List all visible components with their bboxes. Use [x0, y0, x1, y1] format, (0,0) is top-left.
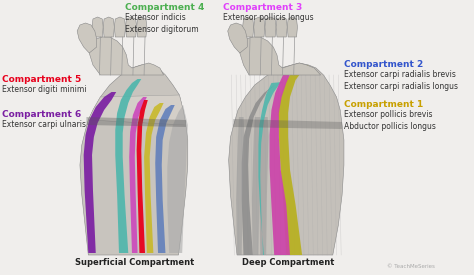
Polygon shape: [77, 23, 97, 53]
Polygon shape: [252, 117, 261, 255]
Polygon shape: [86, 117, 186, 127]
Polygon shape: [276, 17, 287, 37]
Polygon shape: [137, 100, 148, 253]
Text: © TeachMeSeries: © TeachMeSeries: [387, 264, 435, 269]
Text: Extensor digiti minimi: Extensor digiti minimi: [2, 85, 86, 94]
Polygon shape: [80, 65, 188, 255]
Polygon shape: [89, 37, 164, 75]
Polygon shape: [278, 65, 309, 255]
Polygon shape: [114, 17, 126, 37]
Polygon shape: [103, 17, 114, 37]
Polygon shape: [228, 23, 247, 53]
Polygon shape: [83, 92, 116, 253]
Polygon shape: [155, 105, 175, 253]
Text: Compartment 6: Compartment 6: [2, 110, 81, 119]
Polygon shape: [92, 17, 103, 37]
Polygon shape: [242, 85, 275, 255]
Polygon shape: [270, 65, 298, 255]
Polygon shape: [115, 79, 141, 253]
Polygon shape: [265, 17, 276, 37]
Text: Extensor carpi ulnaris: Extensor carpi ulnaris: [2, 120, 86, 129]
Text: Compartment 1: Compartment 1: [344, 100, 423, 109]
Polygon shape: [259, 117, 269, 255]
Polygon shape: [240, 37, 321, 75]
Polygon shape: [137, 17, 147, 37]
Text: Deep Compartment: Deep Compartment: [242, 258, 334, 267]
Polygon shape: [254, 17, 265, 37]
Polygon shape: [167, 105, 188, 253]
Polygon shape: [88, 95, 186, 125]
Polygon shape: [228, 63, 344, 255]
Text: Extensor pollicis longus: Extensor pollicis longus: [223, 13, 314, 22]
Text: Compartment 4: Compartment 4: [126, 3, 205, 12]
Polygon shape: [236, 117, 245, 255]
Text: Compartment 5: Compartment 5: [2, 75, 81, 84]
Polygon shape: [144, 103, 164, 253]
Text: Extensor pollicis brevis
Abductor pollicis longus: Extensor pollicis brevis Abductor pollic…: [344, 110, 436, 131]
Polygon shape: [287, 17, 298, 37]
Polygon shape: [233, 119, 342, 129]
Polygon shape: [243, 17, 254, 37]
Text: Extensor indicis
Extensor digitorum: Extensor indicis Extensor digitorum: [126, 13, 199, 34]
Text: Compartment 3: Compartment 3: [223, 3, 302, 12]
Polygon shape: [126, 17, 137, 37]
Polygon shape: [258, 82, 283, 255]
Text: Compartment 2: Compartment 2: [344, 60, 423, 69]
Polygon shape: [129, 97, 147, 253]
Text: Superficial Compartment: Superficial Compartment: [75, 258, 194, 267]
Text: Extensor carpi radialis brevis
Extensor carpi radialis longus: Extensor carpi radialis brevis Extensor …: [344, 70, 458, 91]
